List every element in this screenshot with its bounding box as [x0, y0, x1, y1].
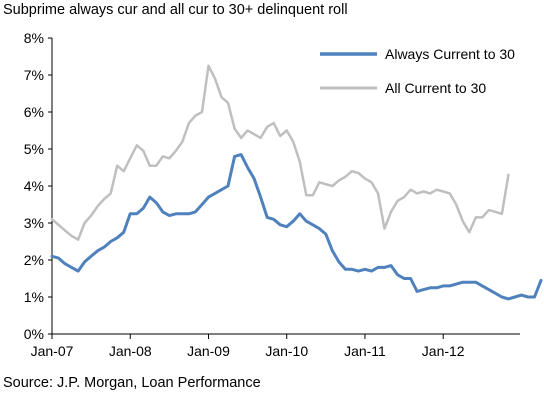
y-tick-label: 4%	[24, 178, 44, 194]
y-tick-label: 3%	[24, 215, 44, 231]
series-lines	[50, 64, 543, 301]
legend-label: All Current to 30	[385, 80, 486, 96]
y-tick-label: 8%	[24, 30, 44, 46]
series-line-all-current	[50, 64, 510, 241]
series-line-always-current	[50, 153, 543, 301]
axes: 0% 1% 2% 3% 4% 5% 6% 7% 8% Jan-07 Jan-08 Jan-09 Jan-…	[24, 30, 520, 359]
x-tick-label: Jan-07	[31, 343, 74, 359]
legend-label: Always Current to 30	[385, 46, 515, 62]
x-tick-label: Jan-09	[187, 343, 230, 359]
y-tick-label: 7%	[24, 67, 44, 83]
chart-title: Subprime always cur and all cur to 30+ d…	[3, 2, 348, 18]
x-tick-label: Jan-10	[265, 343, 308, 359]
source-note: Source: J.P. Morgan, Loan Performance	[3, 375, 261, 391]
x-tick-label: Jan-11	[344, 343, 386, 359]
y-tick-label: 5%	[24, 141, 44, 157]
y-tick-label: 2%	[24, 252, 44, 268]
legend: Always Current to 30 All Current to 30	[320, 46, 515, 96]
y-tick-label: 1%	[24, 289, 44, 305]
x-tick-label: Jan-12	[422, 343, 465, 359]
y-tick-label: 6%	[24, 104, 44, 120]
x-tick-label: Jan-08	[109, 343, 152, 359]
y-tick-label: 0%	[24, 326, 44, 342]
